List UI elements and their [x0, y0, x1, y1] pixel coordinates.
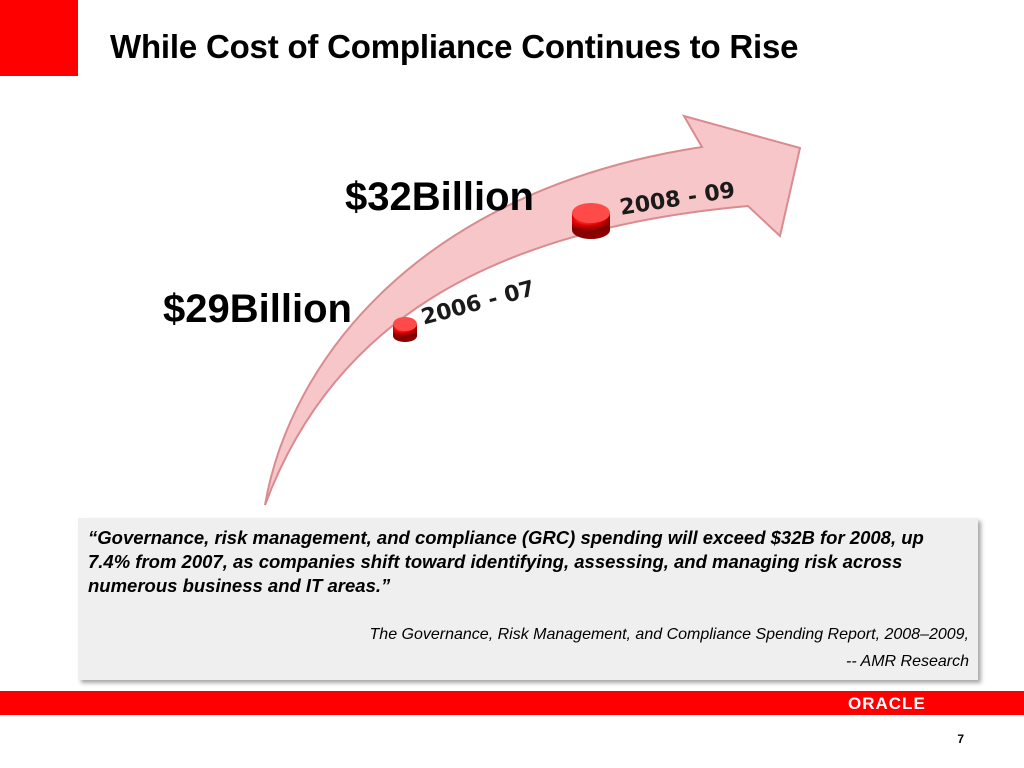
oracle-logo: ORACLE [848, 694, 926, 712]
marker-2006-07 [393, 317, 417, 342]
quote-attribution: -- AMR Research [846, 653, 969, 670]
page-number: 7 [957, 732, 964, 746]
marker-2008-09 [572, 203, 610, 239]
slide-title: While Cost of Compliance Continues to Ri… [110, 28, 799, 65]
brand-corner-block [0, 0, 78, 76]
footer-bar [0, 691, 1024, 715]
quote-box: “Governance, risk management, and compli… [78, 518, 978, 680]
amount-2006-07: $29Billion [163, 287, 352, 331]
quote-source: The Governance, Risk Management, and Com… [369, 626, 969, 643]
quote-text: “Governance, risk management, and compli… [88, 527, 924, 596]
amount-2008-09: $32Billion [345, 175, 534, 219]
growth-arrow [264, 114, 802, 506]
oracle-logo-text: ORACLE [848, 694, 926, 712]
